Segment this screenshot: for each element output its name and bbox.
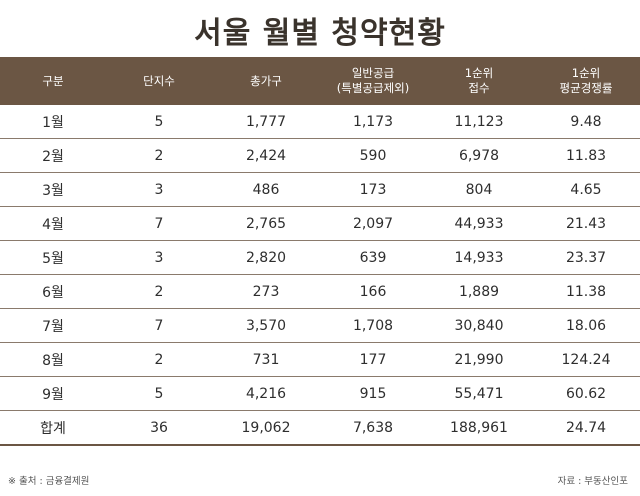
total-row: 합계 36 19,062 7,638 188,961 24.74	[0, 410, 640, 446]
header-category: 구분	[0, 57, 106, 105]
total-households-cell: 2,765	[212, 206, 320, 241]
table-row: 5월 3 2,820 639 14,933 23.37	[0, 240, 640, 275]
total-households-cell: 19,062	[212, 410, 320, 446]
avg-competition-cell: 124.24	[532, 342, 640, 377]
complex-count-cell: 7	[106, 308, 212, 343]
month-cell: 9월	[0, 376, 106, 411]
month-cell: 6월	[0, 274, 106, 309]
table-header-row: 구분 단지수 총가구 일반공급 (특별공급제외) 1순위 접수 1순위 평균경쟁률	[0, 57, 640, 105]
first-rank-applications-cell: 21,990	[426, 342, 532, 377]
month-cell: 합계	[0, 410, 106, 446]
month-cell: 1월	[0, 105, 106, 139]
month-cell: 8월	[0, 342, 106, 377]
month-cell: 2월	[0, 138, 106, 173]
avg-competition-cell: 60.62	[532, 376, 640, 411]
first-rank-applications-cell: 55,471	[426, 376, 532, 411]
table-row: 1월 5 1,777 1,173 11,123 9.48	[0, 105, 640, 139]
first-rank-applications-cell: 44,933	[426, 206, 532, 241]
complex-count-cell: 2	[106, 342, 212, 377]
page-title: 서울 월별 청약현황	[194, 16, 446, 51]
table-body: 1월 5 1,777 1,173 11,123 9.48 2월 2 2,424 590 6,978 1…	[0, 105, 640, 446]
month-cell: 4월	[0, 206, 106, 241]
first-rank-applications-cell: 11,123	[426, 105, 532, 139]
table-row: 7월 7 3,570 1,708 30,840 18.06	[0, 308, 640, 343]
general-supply-cell: 166	[320, 274, 426, 309]
total-households-cell: 731	[212, 342, 320, 377]
avg-competition-cell: 18.06	[532, 308, 640, 343]
total-households-cell: 4,216	[212, 376, 320, 411]
complex-count-cell: 2	[106, 138, 212, 173]
avg-competition-cell: 11.83	[532, 138, 640, 173]
total-households-cell: 3,570	[212, 308, 320, 343]
general-supply-cell: 915	[320, 376, 426, 411]
header-complex-count: 단지수	[106, 57, 212, 105]
complex-count-cell: 5	[106, 376, 212, 411]
header-general-supply: 일반공급 (특별공급제외)	[320, 57, 426, 105]
avg-competition-cell: 24.74	[532, 410, 640, 446]
general-supply-cell: 1,708	[320, 308, 426, 343]
first-rank-applications-cell: 30,840	[426, 308, 532, 343]
credit-note: 자료 : 부동산인포	[557, 476, 628, 487]
total-households-cell: 1,777	[212, 105, 320, 139]
complex-count-cell: 3	[106, 172, 212, 207]
table-row: 3월 3 486 173 804 4.65	[0, 172, 640, 207]
avg-competition-cell: 23.37	[532, 240, 640, 275]
month-cell: 5월	[0, 240, 106, 275]
month-cell: 3월	[0, 172, 106, 207]
general-supply-cell: 177	[320, 342, 426, 377]
general-supply-cell: 1,173	[320, 105, 426, 139]
first-rank-applications-cell: 1,889	[426, 274, 532, 309]
table-row: 4월 7 2,765 2,097 44,933 21.43	[0, 206, 640, 241]
general-supply-cell: 2,097	[320, 206, 426, 241]
complex-count-cell: 7	[106, 206, 212, 241]
general-supply-cell: 639	[320, 240, 426, 275]
complex-count-cell: 2	[106, 274, 212, 309]
avg-competition-cell: 11.38	[532, 274, 640, 309]
total-households-cell: 273	[212, 274, 320, 309]
table-row: 6월 2 273 166 1,889 11.38	[0, 274, 640, 309]
subscription-table: 구분 단지수 총가구 일반공급 (특별공급제외) 1순위 접수 1순위 평균경쟁률 1…	[0, 57, 640, 446]
header-first-rank-avg-competition: 1순위 평균경쟁률	[532, 57, 640, 105]
avg-competition-cell: 21.43	[532, 206, 640, 241]
first-rank-applications-cell: 6,978	[426, 138, 532, 173]
header-first-rank-applications: 1순위 접수	[426, 57, 532, 105]
complex-count-cell: 36	[106, 410, 212, 446]
general-supply-cell: 7,638	[320, 410, 426, 446]
table-row: 8월 2 731 177 21,990 124.24	[0, 342, 640, 377]
first-rank-applications-cell: 14,933	[426, 240, 532, 275]
general-supply-cell: 173	[320, 172, 426, 207]
complex-count-cell: 3	[106, 240, 212, 275]
total-households-cell: 2,424	[212, 138, 320, 173]
table-row: 2월 2 2,424 590 6,978 11.83	[0, 138, 640, 173]
table-row: 9월 5 4,216 915 55,471 60.62	[0, 376, 640, 411]
month-cell: 7월	[0, 308, 106, 343]
avg-competition-cell: 9.48	[532, 105, 640, 139]
source-note: ※ 출처 : 금융결제원	[8, 476, 90, 487]
avg-competition-cell: 4.65	[532, 172, 640, 207]
complex-count-cell: 5	[106, 105, 212, 139]
first-rank-applications-cell: 188,961	[426, 410, 532, 446]
total-households-cell: 486	[212, 172, 320, 207]
general-supply-cell: 590	[320, 138, 426, 173]
total-households-cell: 2,820	[212, 240, 320, 275]
first-rank-applications-cell: 804	[426, 172, 532, 207]
header-total-households: 총가구	[212, 57, 320, 105]
